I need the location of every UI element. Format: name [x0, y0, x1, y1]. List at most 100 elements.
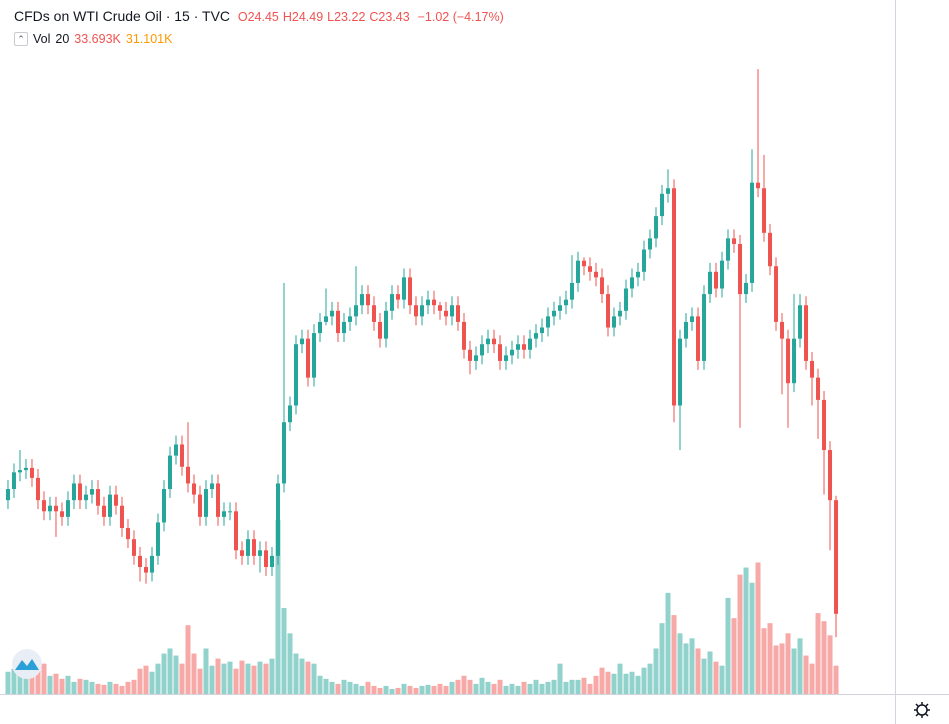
candle-body: [486, 338, 491, 345]
candle-body: [101, 505, 106, 517]
volume-bar: [467, 679, 473, 694]
candle-body: [696, 316, 701, 361]
volume-bar: [749, 582, 755, 694]
candle-body: [576, 260, 581, 283]
candle-body: [191, 483, 196, 495]
volume-bar: [383, 685, 389, 694]
volume-bar: [683, 643, 689, 694]
logo[interactable]: [12, 649, 42, 679]
volume-bar: [587, 683, 593, 694]
volume-bar: [125, 681, 131, 694]
candle-body: [558, 305, 563, 311]
candle-body: [516, 344, 521, 350]
volume-bar: [821, 621, 827, 694]
volume-bar: [593, 675, 599, 694]
candle-body: [768, 232, 773, 267]
candle-body: [419, 305, 424, 317]
volume-bar: [215, 658, 221, 694]
candle-body: [275, 483, 280, 556]
settings-button[interactable]: [914, 702, 930, 718]
candle-body: [690, 316, 695, 322]
volume-name: Vol: [33, 32, 51, 46]
candle-body: [528, 338, 533, 350]
gear-icon[interactable]: [916, 704, 928, 716]
volume-bar: [791, 648, 797, 694]
candle-body: [792, 338, 797, 384]
volume-bar: [407, 685, 413, 694]
source: TVC: [202, 8, 231, 24]
candle-body: [732, 238, 737, 244]
candle-body: [588, 266, 593, 272]
volume-bar: [251, 665, 257, 694]
logo-shape[interactable]: [15, 659, 39, 670]
volume-bar: [713, 661, 719, 694]
volume-bar: [353, 683, 359, 694]
volume-bar: [89, 681, 95, 694]
candle-body: [606, 294, 611, 328]
volume-bar: [197, 668, 203, 694]
candle-body: [822, 399, 827, 451]
candle-body: [335, 310, 340, 334]
volume-legend: ⌃ Vol 20 33.693K 31.101K: [14, 32, 172, 46]
volume-bar: [755, 562, 761, 694]
volume-bar: [95, 683, 101, 694]
candle-body: [804, 305, 809, 361]
candle-body: [41, 500, 46, 512]
legend: CFDs on WTI Crude Oil · 15 · TVC O24.45 H…: [14, 8, 504, 24]
volume-bar: [119, 685, 125, 694]
candle-body: [468, 349, 473, 361]
volume-bar: [485, 681, 491, 694]
volume-bar: [305, 661, 311, 694]
candle-body: [323, 316, 328, 322]
volume-bar: [221, 663, 227, 694]
volume-bar: [785, 633, 791, 694]
candle-body: [612, 316, 617, 328]
collapse-toggle[interactable]: ⌃: [14, 32, 28, 46]
volume-bar: [317, 675, 323, 694]
candle-body: [287, 405, 292, 423]
candle-body: [786, 338, 791, 384]
volume-bar: [809, 663, 815, 694]
candle-body: [59, 511, 64, 517]
candle-body: [167, 455, 172, 490]
candle-body: [305, 338, 310, 378]
candle-body: [377, 321, 382, 339]
volume-bar: [287, 633, 293, 694]
candle-body: [131, 539, 136, 556]
candle-body: [678, 338, 683, 406]
candle-body: [798, 305, 803, 339]
candle-body: [353, 305, 358, 317]
candle-body: [359, 294, 364, 306]
volume-bar: [557, 663, 563, 694]
candle-body: [600, 277, 605, 295]
volume-bar: [377, 687, 383, 694]
volume-bar: [275, 520, 281, 694]
volume-bar: [239, 660, 245, 694]
volume-bar: [455, 679, 461, 694]
volume-bar: [767, 623, 773, 694]
volume-bar: [737, 574, 743, 694]
candle-body: [149, 555, 154, 573]
volume-bar: [113, 683, 119, 694]
volume-bar: [323, 678, 329, 694]
ohlc: O24.45 H24.49 L23.22 C23.43: [238, 10, 414, 24]
volume-bar: [491, 683, 497, 694]
volume-bar: [815, 613, 821, 694]
candle-body: [546, 316, 551, 328]
candle-body: [510, 349, 515, 356]
volume-bar: [677, 633, 683, 694]
gear-teeth[interactable]: [914, 702, 930, 718]
volume-bar: [611, 673, 617, 694]
candle-body: [389, 294, 394, 311]
candle-body: [203, 489, 208, 517]
logo-bg[interactable]: [12, 649, 42, 679]
volume-bar: [617, 663, 623, 694]
candle-body: [317, 321, 322, 334]
candle-body: [311, 333, 316, 378]
candle-body: [456, 305, 461, 322]
volume-bar: [257, 661, 263, 694]
volume-bars: [5, 520, 839, 694]
candle-body: [450, 305, 455, 317]
